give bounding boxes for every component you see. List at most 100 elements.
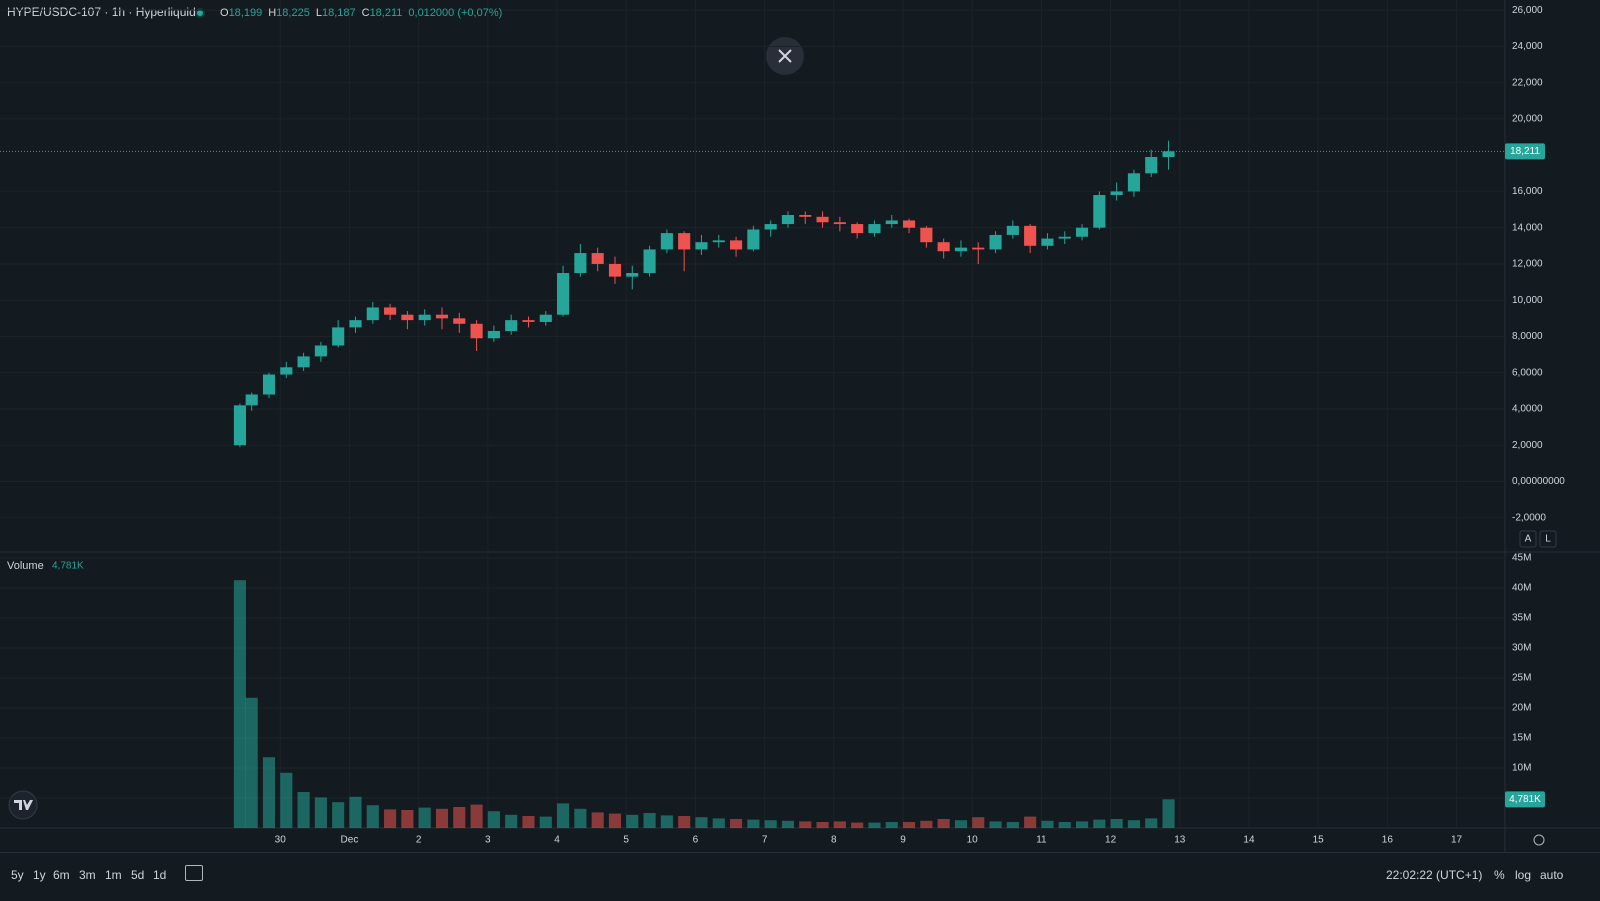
legend-value: 0,012000 (+0,07%) xyxy=(408,7,502,19)
candle-body xyxy=(314,345,327,357)
volume-bar xyxy=(1110,819,1123,828)
x-tick-label: 3 xyxy=(485,835,491,846)
candle-body xyxy=(539,314,552,322)
candle-body xyxy=(989,234,1002,250)
scale-button-box[interactable] xyxy=(1519,530,1537,548)
logo-mark[interactable] xyxy=(14,800,33,810)
candle-body xyxy=(747,229,760,250)
settings-icon[interactable] xyxy=(1533,834,1545,846)
scale-button[interactable]: L xyxy=(1539,530,1557,548)
range-button[interactable]: 1y xyxy=(33,868,46,882)
scale-button-label[interactable]: L xyxy=(1545,534,1551,545)
candle-body xyxy=(1041,238,1054,246)
volume-bar xyxy=(730,819,743,828)
candle-body xyxy=(678,233,691,250)
volume-bar xyxy=(557,803,570,828)
volume-bar xyxy=(1093,819,1106,828)
candle-body xyxy=(1145,156,1158,174)
candle-body xyxy=(1006,225,1019,235)
volume-bar xyxy=(1058,822,1071,828)
volume-bar xyxy=(1145,818,1158,828)
candle-body xyxy=(435,314,449,319)
x-tick-label: 9 xyxy=(900,835,906,846)
range-button[interactable]: 5d xyxy=(131,868,145,882)
scale-button[interactable]: A xyxy=(1519,530,1537,548)
range-button[interactable]: 1d xyxy=(153,868,167,882)
range-button[interactable]: 6m xyxy=(53,868,70,882)
x-tick-label: 13 xyxy=(1174,835,1186,846)
y-tick-label: -2,0000 xyxy=(1512,512,1546,523)
candle-body xyxy=(487,331,500,339)
scale-button-label[interactable]: A xyxy=(1525,534,1532,545)
volume-bar xyxy=(989,821,1002,828)
candle-body xyxy=(608,263,622,277)
candle-body xyxy=(401,314,414,321)
scale-button-box[interactable] xyxy=(1539,530,1557,548)
candle-body xyxy=(851,224,864,234)
close-icon[interactable] xyxy=(778,49,792,63)
volume-bar xyxy=(1006,822,1019,828)
y-tick-label: 4,0000 xyxy=(1512,404,1543,415)
candle-body xyxy=(505,320,518,332)
legend-key: O xyxy=(220,7,229,19)
logo[interactable] xyxy=(8,790,38,820)
candle-body xyxy=(591,253,604,264)
candle-body xyxy=(954,247,968,252)
x-tick-label: Dec xyxy=(341,835,359,846)
legend-value: 18,187 xyxy=(322,7,356,19)
volume-title: Volume xyxy=(7,560,44,572)
chart-title: HYPE/USDC-107 · 1h · Hyperliquid xyxy=(7,5,196,19)
volume-bar xyxy=(366,805,379,828)
candle-body xyxy=(937,242,950,252)
option-button[interactable]: log xyxy=(1515,868,1532,882)
clock: 22:02:22 (UTC+1) xyxy=(1386,868,1483,882)
x-tick-label: 12 xyxy=(1105,835,1117,846)
candle-body xyxy=(903,220,916,228)
x-tick-label: 17 xyxy=(1451,835,1463,846)
volume-bar xyxy=(574,808,587,828)
x-tick-label: 11 xyxy=(1036,835,1047,846)
y-tick-label: 16,000 xyxy=(1512,186,1543,197)
candle-body xyxy=(522,320,535,322)
volume-bar xyxy=(591,812,604,828)
x-tick-label: 4 xyxy=(554,835,560,846)
candle-body xyxy=(1024,225,1037,246)
candle-body xyxy=(384,307,397,315)
candle-body xyxy=(920,227,933,243)
x-tick-label: 7 xyxy=(762,835,768,846)
option-button[interactable]: auto xyxy=(1540,868,1564,882)
volume-bar xyxy=(522,816,535,828)
y-tick-label: 8,0000 xyxy=(1512,331,1543,342)
y-tick-label: 14,000 xyxy=(1512,222,1543,233)
candle-body xyxy=(972,247,985,250)
range-button[interactable]: 3m xyxy=(79,868,96,882)
logo-circle[interactable] xyxy=(8,790,38,820)
volume-bar xyxy=(954,820,968,828)
volume-bar xyxy=(868,822,881,828)
volume-bar xyxy=(314,797,327,828)
x-tick-label: 16 xyxy=(1382,835,1394,846)
volume-bar xyxy=(660,815,673,828)
y2-tick-label: 40M xyxy=(1512,583,1531,594)
volume-bar xyxy=(539,816,552,828)
date-range-icon[interactable] xyxy=(185,865,203,881)
volume-bar xyxy=(487,811,500,828)
x-tick-label: 14 xyxy=(1243,835,1255,846)
option-button[interactable]: % xyxy=(1494,868,1505,882)
close-button[interactable] xyxy=(766,37,804,75)
y-tick-label: 24,000 xyxy=(1512,41,1543,52)
status-dot xyxy=(197,10,203,16)
y-tick-label: 10,000 xyxy=(1512,295,1543,306)
volume-bar xyxy=(747,819,760,828)
volume-bar xyxy=(712,818,725,828)
volume-bar xyxy=(695,817,708,828)
candle-body xyxy=(695,242,708,250)
volume-bar xyxy=(262,757,276,828)
x-tick-label: 15 xyxy=(1313,835,1325,846)
chart: HYPE/USDC-107 · 1h · Hyperliquid Volume … xyxy=(0,0,1600,852)
range-button[interactable]: 5y xyxy=(11,868,24,882)
legend-value: 18,199 xyxy=(229,7,263,19)
candle-body xyxy=(799,214,812,217)
range-button[interactable]: 1m xyxy=(105,868,122,882)
